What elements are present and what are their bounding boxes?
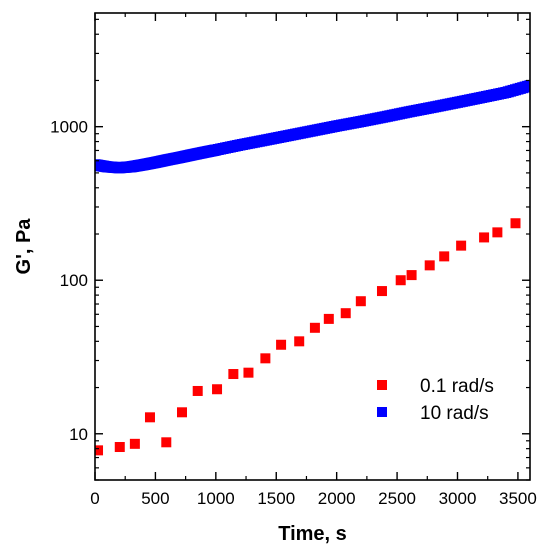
point-0.1-rad-s <box>212 384 223 395</box>
point-0.1-rad-s <box>424 260 435 271</box>
point-0.1-rad-s <box>95 445 104 456</box>
legend-label-0.1-rad-s: 0.1 rad/s <box>420 376 494 397</box>
x-tick-label: 1000 <box>197 489 235 508</box>
y-tick-label: 10 <box>69 425 88 444</box>
x-tick-label: 0 <box>90 489 99 508</box>
x-tick-label: 500 <box>141 489 169 508</box>
point-0.1-rad-s <box>406 270 417 281</box>
x-tick-label: 2000 <box>318 489 356 508</box>
series-group <box>95 80 530 456</box>
series-layer <box>95 80 530 456</box>
y-axis-title: G', Pa <box>13 218 35 275</box>
legend: 0.1 rad/s 10 rad/s <box>377 376 494 424</box>
point-0.1-rad-s <box>228 369 239 380</box>
point-0.1-rad-s <box>276 339 287 350</box>
x-tick-label: 2500 <box>378 489 416 508</box>
point-0.1-rad-s <box>243 367 254 378</box>
x-tick-label: 3500 <box>499 489 537 508</box>
point-0.1-rad-s <box>309 322 320 333</box>
x-tick-label: 3000 <box>439 489 477 508</box>
point-0.1-rad-s <box>323 313 334 324</box>
point-0.1-rad-s <box>260 353 271 364</box>
point-0.1-rad-s <box>192 385 203 396</box>
point-0.1-rad-s <box>129 438 140 449</box>
point-0.1-rad-s <box>510 218 521 229</box>
point-0.1-rad-s <box>177 407 187 418</box>
point-10-rad-s <box>524 80 530 92</box>
point-0.1-rad-s <box>340 308 351 319</box>
point-0.1-rad-s <box>456 240 467 251</box>
y-tick-label: 100 <box>60 271 88 290</box>
legend-swatch-red <box>377 380 387 390</box>
point-0.1-rad-s <box>294 336 305 347</box>
point-0.1-rad-s <box>355 296 366 307</box>
ticks-layer: 0 500 1000 1500 2000 2500 3000 3500 10 100 1000 <box>50 13 537 508</box>
point-0.1-rad-s <box>439 251 450 262</box>
point-0.1-rad-s <box>161 437 172 448</box>
point-0.1-rad-s <box>479 232 490 243</box>
plot-frame <box>94 12 531 481</box>
x-tick-label: 1500 <box>257 489 295 508</box>
y-tick-label: 1000 <box>50 118 88 137</box>
point-0.1-rad-s <box>492 227 503 238</box>
x-axis-title: Time, s <box>278 523 347 545</box>
legend-label-10-rad-s: 10 rad/s <box>420 403 489 424</box>
point-0.1-rad-s <box>376 286 387 297</box>
legend-swatch-blue <box>377 407 387 417</box>
point-0.1-rad-s <box>114 442 125 453</box>
point-0.1-rad-s <box>144 412 155 423</box>
point-0.1-rad-s <box>395 275 406 286</box>
